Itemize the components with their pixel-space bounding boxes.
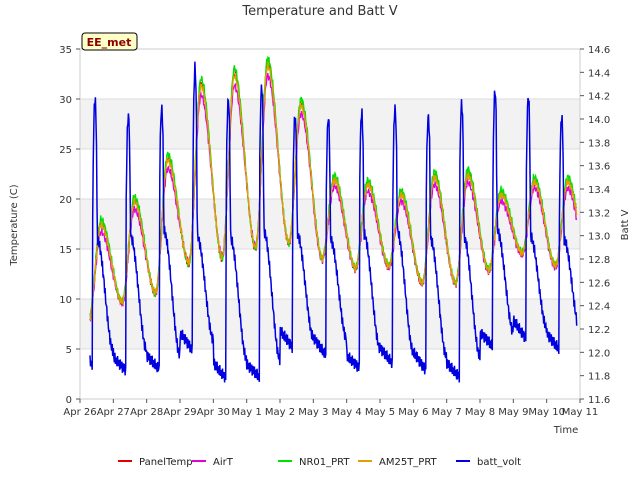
y-right-tick-label-5: 12.6 — [588, 278, 610, 289]
y-right-tick-label-3: 12.2 — [588, 325, 610, 336]
right-axis: 11.6 11.8 12.0 12.2 12.4 12.6 12.8 13.0 13.2 13.4… — [580, 45, 610, 406]
x-tick-label-11: May 7 — [432, 407, 462, 418]
legend-label-airt: AirT — [213, 457, 234, 468]
band-0 — [80, 299, 580, 349]
y-right-tick-label-13: 14.2 — [588, 92, 610, 103]
x-axis-label: Time — [553, 425, 578, 436]
chart-title: Temperature and Batt V — [241, 4, 397, 19]
y-right-tick-label-6: 12.8 — [588, 255, 610, 266]
y-right-tick-label-12: 14.0 — [588, 115, 610, 126]
x-tick-label-2: Apr 28 — [130, 407, 163, 418]
site-badge-label: EE_met — [87, 36, 132, 49]
site-badge: EE_met — [81, 32, 138, 51]
x-tick-label-14: May 10 — [528, 407, 565, 418]
y-axis-label-left: Temperature (C) — [9, 184, 20, 266]
y-right-tick-label-7: 13.0 — [588, 232, 610, 243]
y-right-tick-label-11: 13.8 — [588, 138, 610, 149]
y-right-tick-label-0: 11.6 — [588, 395, 610, 406]
y-left-tick-label-1: 5 — [66, 345, 72, 356]
y-right-tick-label-14: 14.4 — [588, 68, 610, 79]
x-tick-label-12: May 8 — [465, 407, 495, 418]
legend-label-nr01-prt: NR01_PRT — [299, 457, 350, 468]
legend: PanelTemp AirT NR01_PRT AM25T_PRT batt_volt — [118, 457, 521, 468]
y-left-tick-label-6: 30 — [59, 95, 72, 106]
y-right-tick-label-10: 13.6 — [588, 162, 610, 173]
y-right-tick-label-2: 12.0 — [588, 348, 610, 359]
y-right-tick-label-8: 13.2 — [588, 208, 610, 219]
y-axis-label-right: Batt V — [620, 209, 631, 240]
x-tick-label-3: Apr 29 — [163, 407, 196, 418]
x-tick-label-8: May 4 — [332, 407, 362, 418]
y-right-tick-label-4: 12.4 — [588, 302, 610, 313]
x-tick-label-1: Apr 27 — [97, 407, 130, 418]
y-left-tick-label-0: 0 — [66, 395, 72, 406]
y-right-tick-label-15: 14.6 — [588, 45, 610, 56]
x-axis: Apr 26 Apr 27 Apr 28 Apr 29 Apr 30 May 1 May 2… — [63, 399, 598, 418]
series-line-am25t-prt — [89, 61, 578, 322]
x-tick-label-10: May 6 — [398, 407, 428, 418]
y-left-tick-label-3: 15 — [59, 245, 72, 256]
legend-label-am25t-prt: AM25T_PRT — [379, 457, 438, 468]
series-line-batt-volt — [89, 61, 578, 383]
y-left-tick-label-4: 20 — [59, 195, 72, 206]
y-left-tick-label-5: 25 — [59, 145, 72, 156]
x-tick-label-6: May 2 — [265, 407, 295, 418]
legend-label-paneltemp: PanelTemp — [139, 457, 193, 468]
y-left-tick-label-7: 35 — [59, 45, 72, 56]
y-right-tick-label-9: 13.4 — [588, 185, 610, 196]
x-tick-label-13: May 9 — [498, 407, 528, 418]
y-right-tick-label-1: 11.8 — [588, 372, 610, 383]
x-tick-label-5: May 1 — [232, 407, 262, 418]
y-left-tick-label-2: 10 — [59, 295, 72, 306]
x-tick-label-9: May 5 — [365, 407, 395, 418]
x-tick-label-4: Apr 30 — [197, 407, 230, 418]
plot-frame — [79, 48, 581, 400]
left-axis: 0 5 10 15 20 25 30 35 — [59, 45, 80, 406]
legend-label-batt-volt: batt_volt — [477, 457, 521, 468]
x-tick-label-15: May 11 — [562, 407, 599, 418]
x-tick-label-0: Apr 26 — [63, 407, 96, 418]
plot-area — [79, 48, 581, 400]
x-tick-label-7: May 3 — [298, 407, 328, 418]
